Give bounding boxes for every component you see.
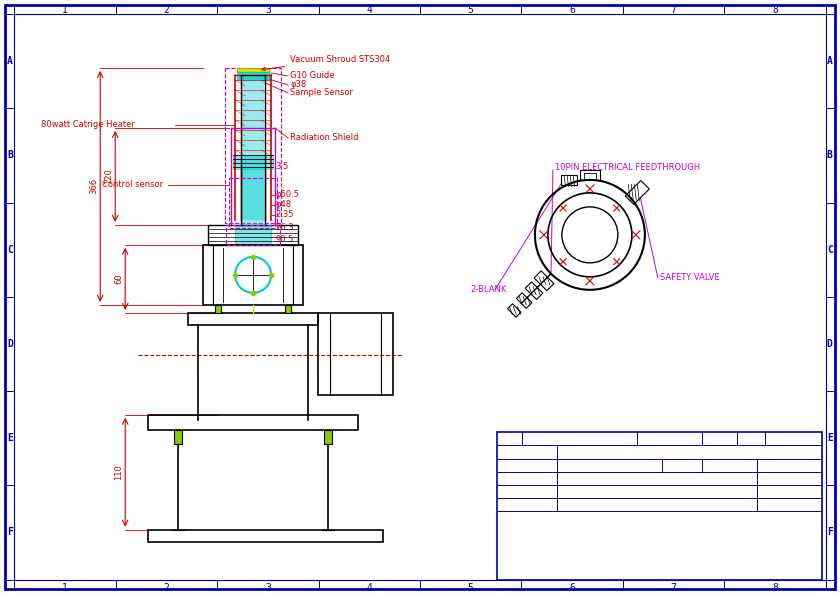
Text: DESIGN BY: DESIGN BY: [501, 501, 539, 507]
Bar: [148, 415, 358, 429]
Text: S.Y.Won: S.Y.Won: [561, 473, 596, 482]
Text: SAFETY VALVE: SAFETY VALVE: [660, 273, 720, 282]
Text: E: E: [8, 433, 13, 443]
Text: 2-BLANK: 2-BLANK: [470, 285, 507, 294]
Text: REMARKS: REMARKS: [778, 436, 807, 442]
Text: 90.5: 90.5: [275, 235, 293, 244]
Text: Sample Sensor: Sample Sensor: [290, 89, 353, 97]
Text: MAT'L: MAT'L: [659, 436, 680, 442]
Text: 120: 120: [104, 169, 113, 184]
Bar: [242, 168, 264, 225]
Text: 8: 8: [772, 5, 778, 15]
Text: 110: 110: [114, 465, 123, 480]
Text: 7: 7: [670, 5, 676, 15]
Bar: [497, 432, 822, 580]
Text: DESCRIPTION: DESCRIPTION: [557, 436, 603, 442]
Text: 고등기술연구원: 고등기술연구원: [761, 499, 798, 508]
Bar: [174, 429, 182, 444]
Bar: [517, 293, 532, 308]
Bar: [561, 175, 577, 185]
Text: A: A: [8, 56, 13, 66]
Text: DATE: DATE: [666, 462, 683, 467]
Text: 2: 2: [164, 583, 170, 593]
Text: QTY: QTY: [744, 436, 757, 442]
Text: 7: 7: [670, 583, 676, 593]
Text: D: D: [827, 339, 832, 349]
Bar: [497, 432, 822, 580]
Bar: [235, 225, 271, 245]
Text: 10PIN ELECTRICAL FEEDTHROUGH: 10PIN ELECTRICAL FEEDTHROUGH: [555, 163, 700, 172]
Circle shape: [562, 207, 618, 263]
Text: 60: 60: [114, 273, 123, 284]
Text: 3: 3: [265, 5, 270, 15]
Text: CHECKED BY: CHECKED BY: [501, 488, 543, 494]
Text: 4: 4: [366, 583, 372, 593]
Bar: [215, 305, 221, 313]
Bar: [188, 313, 318, 325]
Text: A: A: [827, 56, 832, 66]
Text: 80watt Catrige Heater: 80watt Catrige Heater: [41, 121, 135, 129]
Text: TITLE: TITLE: [501, 448, 522, 455]
Text: F: F: [8, 527, 13, 538]
Bar: [625, 181, 649, 204]
Text: 2.35: 2.35: [275, 210, 294, 219]
Text: 1: 1: [62, 583, 68, 593]
Text: Applied Scient Korea Corp.: Applied Scient Korea Corp.: [535, 520, 784, 538]
Bar: [584, 173, 596, 180]
Bar: [285, 305, 291, 313]
Bar: [242, 75, 264, 220]
Bar: [203, 245, 303, 305]
Text: Vacuum Shroud STS304: Vacuum Shroud STS304: [262, 55, 391, 71]
Text: φ38: φ38: [290, 80, 307, 90]
Text: 76.3: 76.3: [275, 223, 294, 232]
Text: F: F: [827, 527, 832, 538]
Text: 6: 6: [570, 583, 575, 593]
Text: φ60.5: φ60.5: [275, 190, 299, 200]
Text: D: D: [8, 339, 13, 349]
Bar: [226, 225, 280, 245]
Text: 3: 3: [265, 583, 270, 593]
Bar: [237, 72, 269, 80]
Text: B: B: [827, 150, 832, 160]
Bar: [318, 313, 393, 395]
Text: 4: 4: [366, 5, 372, 15]
Text: B: B: [8, 150, 13, 160]
Text: S.Y.Won: S.Y.Won: [561, 499, 596, 508]
Bar: [229, 178, 277, 228]
Bar: [225, 68, 281, 223]
Text: DWG NO.: DWG NO.: [761, 462, 790, 467]
Text: E: E: [827, 433, 832, 443]
Text: Radiation Shield: Radiation Shield: [290, 134, 359, 143]
Text: NO.: NO.: [502, 436, 515, 442]
Bar: [580, 170, 600, 180]
Text: CTI-150 Cryostat: CTI-150 Cryostat: [572, 447, 666, 457]
Text: 5: 5: [468, 5, 474, 15]
Text: 366: 366: [89, 178, 98, 194]
Bar: [507, 304, 521, 317]
Bar: [534, 271, 554, 290]
Bar: [148, 530, 383, 542]
Bar: [208, 225, 298, 245]
Text: G10 Guide: G10 Guide: [290, 71, 334, 80]
Text: 2010.06.03: 2010.06.03: [706, 460, 756, 469]
Text: Control sensor: Control sensor: [102, 181, 163, 189]
Bar: [525, 282, 543, 299]
Bar: [324, 429, 332, 444]
Text: DRAWING BY: DRAWING BY: [501, 475, 543, 481]
Text: UNIT: UNIT: [711, 436, 728, 442]
Text: CUSTOMER: CUSTOMER: [761, 488, 795, 494]
Text: 8: 8: [772, 583, 778, 593]
Text: C: C: [8, 245, 13, 255]
Text: 5: 5: [468, 583, 474, 593]
Text: 6: 6: [570, 5, 575, 15]
Text: 3.5: 3.5: [275, 162, 288, 172]
Text: C: C: [827, 245, 832, 255]
Bar: [237, 68, 269, 72]
Text: 2: 2: [164, 5, 170, 15]
Text: φ48: φ48: [275, 200, 291, 209]
Text: 1: 1: [62, 5, 68, 15]
Text: SCALE: SCALE: [501, 462, 522, 467]
Bar: [234, 155, 273, 169]
